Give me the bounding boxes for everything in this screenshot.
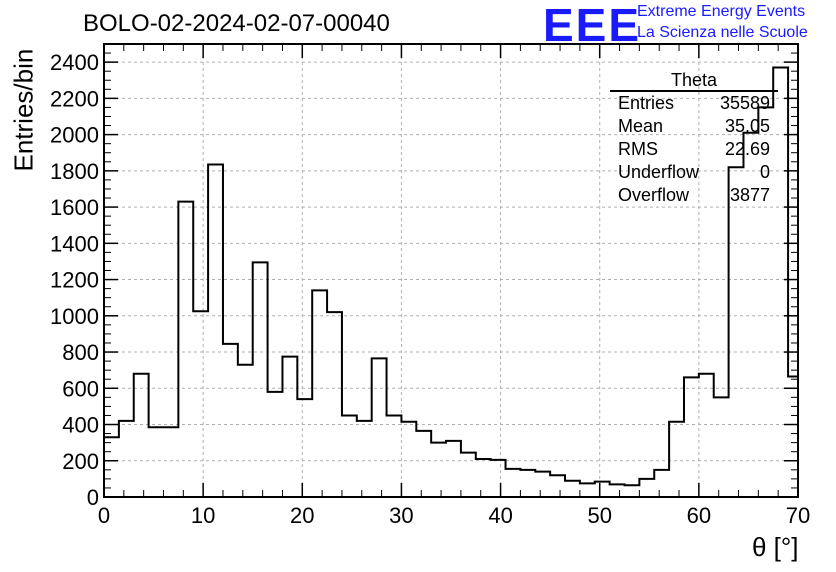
histogram-bin	[550, 475, 565, 497]
stats-value: 0	[759, 162, 770, 182]
histogram-bin	[580, 483, 595, 497]
y-tick-label: 1200	[50, 268, 99, 293]
x-tick-label: 30	[389, 503, 413, 528]
y-tick-label: 200	[62, 449, 99, 474]
histogram-bin	[238, 365, 253, 497]
histogram-bin	[312, 290, 327, 497]
histogram-bin	[149, 427, 164, 497]
y-tick-label: 800	[62, 340, 99, 365]
histogram-bin	[461, 453, 476, 497]
stats-row-entries: Entries 35589	[610, 92, 778, 115]
histogram-bin	[253, 262, 268, 497]
stats-value: 22.69	[724, 139, 770, 159]
histogram-bin	[223, 344, 238, 497]
histogram-bin	[729, 167, 744, 497]
stats-label: RMS	[618, 139, 658, 159]
y-tick-label: 1600	[50, 195, 99, 220]
y-tick-label: 1800	[50, 159, 99, 184]
histogram-bin	[714, 397, 729, 497]
histogram-bin	[163, 427, 178, 497]
histogram-series	[103, 66, 799, 497]
y-tick-label: 1000	[50, 304, 99, 329]
x-tick-label: 70	[786, 503, 810, 528]
histogram-bin	[208, 164, 223, 497]
y-axis-label: Entries/bin	[8, 48, 39, 172]
histogram-bin	[297, 399, 312, 497]
stats-label: Mean	[618, 116, 664, 136]
histogram-bin	[178, 202, 193, 497]
histogram-bin	[416, 431, 431, 497]
stats-box: Theta Entries 35589 Mean 35.05 RMS 22.69 Un…	[610, 70, 778, 207]
stats-value: 35.05	[724, 116, 770, 136]
histogram-bin	[535, 472, 550, 497]
histogram-bin	[327, 312, 342, 497]
histogram-bin	[684, 377, 699, 497]
stats-value: 3877	[729, 185, 770, 205]
logo-line-2: La Scienza nelle Scuole	[637, 24, 808, 41]
y-tick-label: 600	[62, 376, 99, 401]
histogram-bin	[446, 441, 461, 497]
histogram-bin	[342, 415, 357, 497]
histogram-bin	[134, 374, 149, 497]
histogram-bin	[595, 482, 610, 497]
histogram-bin	[357, 421, 372, 497]
y-tick-label: 0	[87, 485, 99, 510]
histogram-bin	[431, 443, 446, 497]
histogram-bin	[639, 479, 654, 497]
histogram-bin	[401, 422, 416, 497]
histogram-bin	[476, 459, 491, 497]
histogram-bin	[372, 358, 387, 497]
stats-row-overflow: Overflow 3877	[610, 184, 778, 207]
x-tick-label: 40	[488, 503, 512, 528]
stats-label: Entries	[618, 93, 675, 113]
stats-title: Theta	[610, 70, 778, 92]
histogram-bin	[625, 485, 640, 497]
histogram-bin	[282, 357, 297, 497]
eee-logo: EEE	[543, 0, 642, 51]
histogram-bin	[387, 415, 402, 497]
stats-label: Overflow	[618, 185, 690, 205]
histogram-bin	[506, 469, 521, 497]
x-tick-label: 50	[587, 503, 611, 528]
histogram-bin	[669, 422, 684, 497]
histogram-bin	[520, 470, 535, 497]
chart-title: BOLO-02-2024-02-07-00040	[83, 10, 390, 37]
y-tick-label: 2000	[50, 123, 99, 148]
logo-line-1: Extreme Energy Events	[637, 3, 806, 20]
x-tick-label: 60	[687, 503, 711, 528]
x-tick-label: 0	[98, 503, 110, 528]
stats-row-mean: Mean 35.05	[610, 115, 778, 138]
y-tick-label: 400	[62, 413, 99, 438]
y-tick-label: 2200	[50, 86, 99, 111]
histogram-bin	[654, 470, 669, 497]
x-axis-label: θ [°]	[752, 532, 799, 562]
y-tick-label: 2400	[50, 50, 99, 75]
y-tick-label: 1400	[50, 231, 99, 256]
x-tick-label: 10	[191, 503, 215, 528]
stats-label: Underflow	[618, 162, 700, 182]
histogram-bin	[119, 421, 134, 497]
stats-row-rms: RMS 22.69	[610, 138, 778, 161]
histogram-bin	[268, 392, 283, 497]
histogram-bin	[193, 311, 208, 497]
histogram-bin	[610, 484, 625, 497]
stats-row-underflow: Underflow 0	[610, 161, 778, 184]
x-tick-label: 20	[290, 503, 314, 528]
histogram-bin	[699, 374, 714, 497]
histogram-bin	[565, 481, 580, 497]
stats-value: 35589	[719, 93, 770, 113]
histogram-bin	[491, 460, 506, 497]
